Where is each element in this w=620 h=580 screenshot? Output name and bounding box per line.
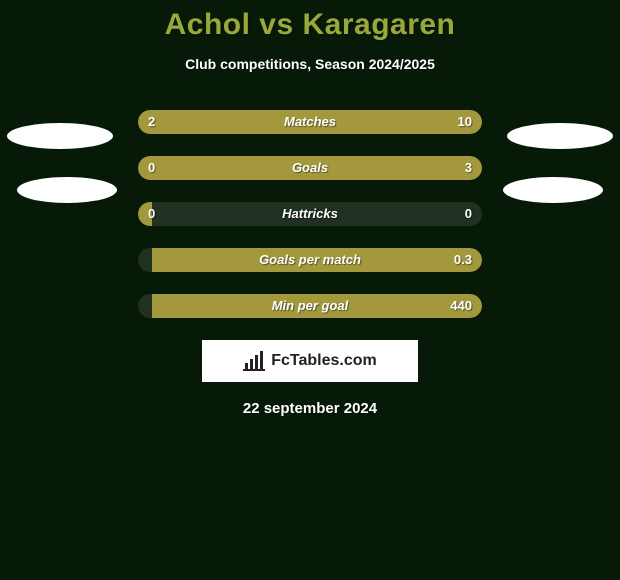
stat-row: 0.3Goals per match	[138, 248, 482, 272]
source-text: FcTables.com	[271, 352, 377, 370]
stat-label: Goals per match	[138, 248, 482, 272]
stat-row: 210Matches	[138, 110, 482, 134]
source-badge: FcTables.com	[202, 340, 418, 382]
stat-label: Matches	[138, 110, 482, 134]
stat-row: 03Goals	[138, 156, 482, 180]
stat-label: Goals	[138, 156, 482, 180]
stat-row: 00Hattricks	[138, 202, 482, 226]
stat-label: Min per goal	[138, 294, 482, 318]
page-subtitle: Club competitions, Season 2024/2025	[0, 56, 620, 72]
bar-chart-icon	[243, 351, 267, 371]
infographic-container: Achol vs Karagaren Club competitions, Se…	[0, 0, 620, 580]
stat-label: Hattricks	[138, 202, 482, 226]
stat-row: 440Min per goal	[138, 294, 482, 318]
stats-area: 210Matches 03Goals 00Hattricks 0.3Goals per…	[0, 110, 620, 318]
page-title: Achol vs Karagaren	[0, 0, 620, 42]
date-text: 22 september 2024	[0, 400, 620, 417]
